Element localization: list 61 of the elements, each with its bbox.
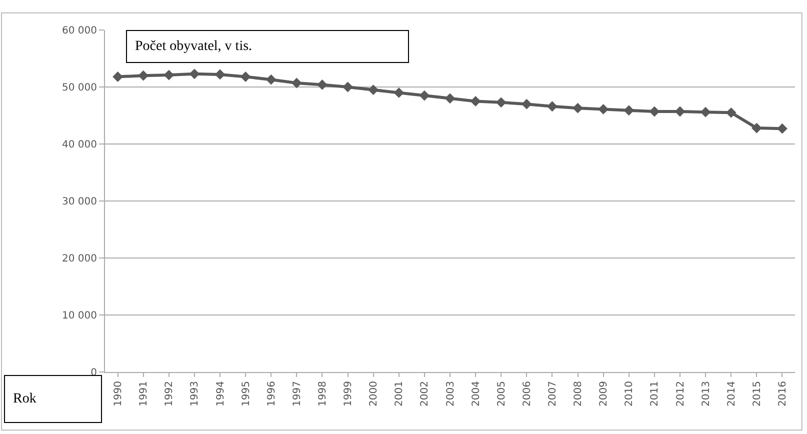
y-tick-label: 30 000: [62, 196, 97, 208]
x-tick-label: 2010: [624, 381, 636, 406]
point: [368, 84, 379, 96]
point: [112, 72, 123, 82]
point: [240, 72, 251, 82]
point: [521, 98, 532, 110]
x-tick-label: 2011: [650, 381, 661, 406]
point: [598, 104, 609, 114]
point: [726, 107, 736, 118]
y-tick-label: 20 000: [62, 254, 97, 264]
x-tick-label: 2000: [368, 381, 380, 406]
point: [266, 74, 276, 85]
point: [470, 96, 481, 106]
x-tick-label: 2012: [675, 381, 686, 406]
y-tick-label: 40 000: [62, 140, 97, 150]
x-tick-label: 2003: [445, 381, 456, 406]
point: [291, 78, 302, 88]
y-tick-label: 50 000: [62, 82, 97, 94]
x-tick-label: 2009: [598, 381, 610, 406]
x-tick-label: 2013: [700, 381, 712, 406]
point: [547, 101, 558, 112]
x-tick-label: 1997: [292, 381, 303, 406]
point: [674, 106, 686, 117]
x-tick-label: 1996: [266, 381, 278, 406]
x-tick-label: 2001: [394, 381, 406, 406]
x-tick-label: 1995: [240, 381, 252, 406]
x-tick-label: 2007: [547, 381, 558, 406]
point: [444, 93, 456, 104]
point: [572, 102, 583, 114]
point: [649, 106, 660, 117]
point: [164, 70, 174, 80]
x-tick-label: 2005: [496, 381, 508, 406]
point: [419, 90, 430, 101]
point: [342, 82, 353, 92]
point: [624, 105, 634, 116]
y-axis-title: Počet obyvatel, v tis.: [135, 39, 252, 54]
point: [189, 68, 200, 80]
x-tick-label: 2002: [420, 381, 431, 406]
x-tick-label: 1990: [113, 381, 124, 406]
point: [394, 88, 404, 98]
x-tick-label: 1993: [190, 381, 201, 406]
x-tick-label: 2006: [522, 381, 533, 406]
x-tick-label: 1994: [215, 381, 226, 406]
x-tick-label: 2016: [777, 381, 788, 406]
point: [777, 123, 788, 134]
x-tick-label: 1998: [317, 381, 328, 406]
x-tick-label: 1991: [138, 381, 150, 406]
x-tick-label: 2004: [470, 381, 482, 406]
point: [700, 106, 711, 118]
x-tick-label: 1999: [343, 381, 354, 406]
point: [317, 80, 328, 90]
x-tick-label: 2015: [752, 381, 763, 406]
x-tick-label: 1992: [164, 381, 176, 406]
point: [496, 97, 506, 108]
point: [214, 69, 226, 80]
x-tick-label: 2008: [573, 381, 584, 406]
x-tick-label: 2014: [726, 381, 738, 406]
x-axis-title: Rok: [13, 392, 36, 406]
y-tick-label: 10 000: [62, 310, 97, 322]
y-tick-label: 60 000: [62, 26, 97, 36]
point: [751, 122, 762, 134]
